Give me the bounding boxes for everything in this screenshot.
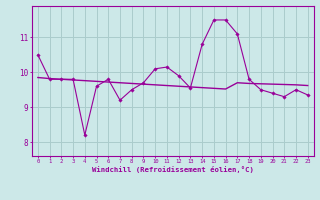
X-axis label: Windchill (Refroidissement éolien,°C): Windchill (Refroidissement éolien,°C) (92, 166, 254, 173)
